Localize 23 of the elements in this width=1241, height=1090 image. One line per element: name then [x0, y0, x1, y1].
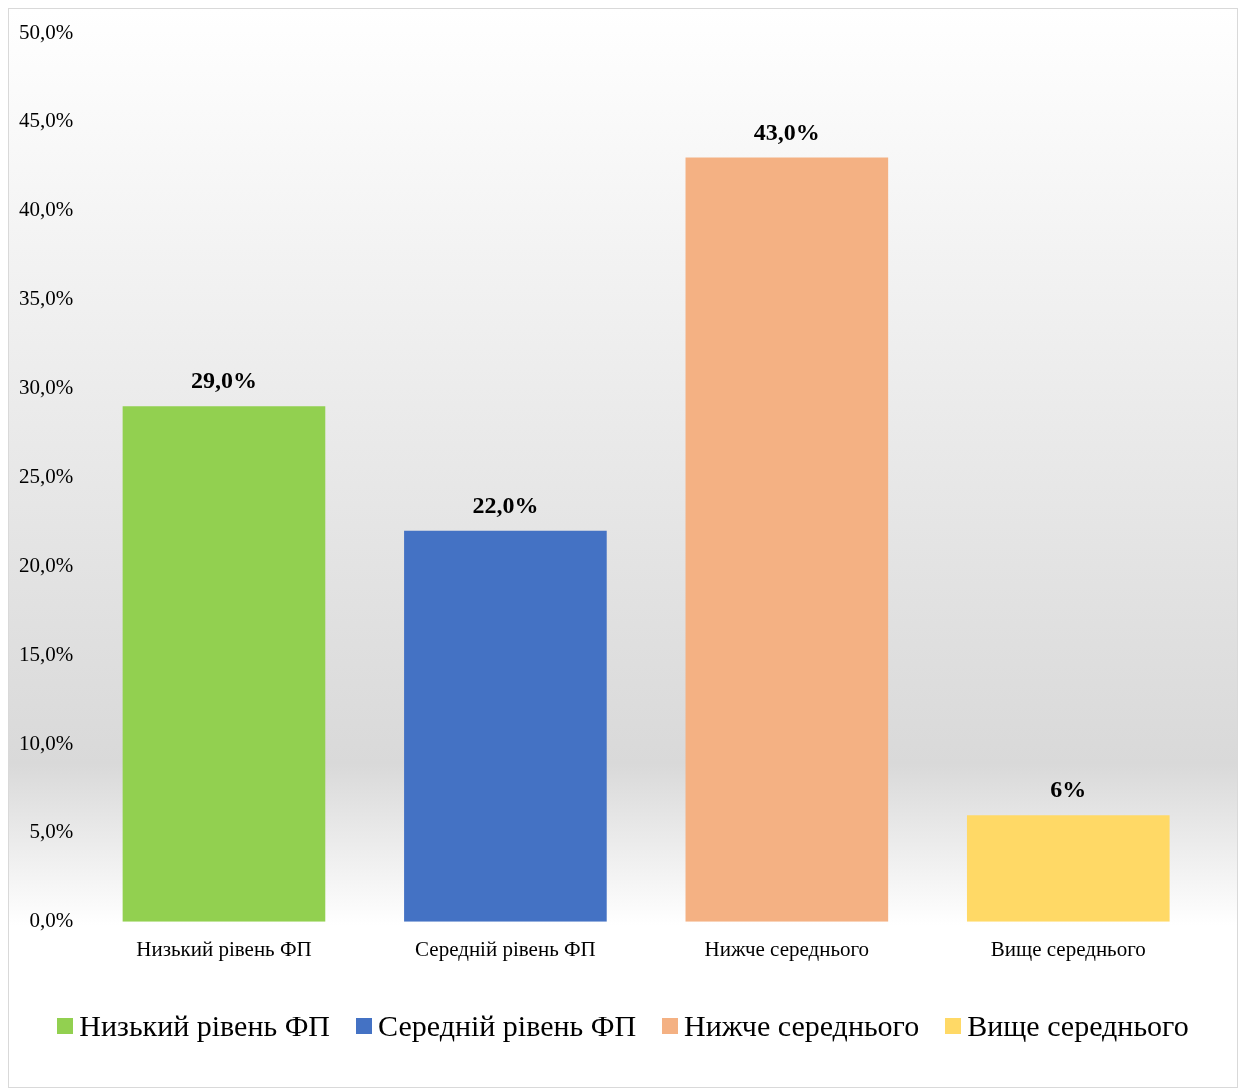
series-label: Вище середнього: [990, 936, 1146, 961]
x-tick-label: Низький рівень ФП: [79, 1009, 331, 1043]
y-tick-label: 0,0%: [29, 908, 74, 933]
y-tick-label: 20,0%: [18, 552, 74, 577]
y-tick-label: 30,0%: [18, 375, 74, 400]
y-tick-label: 25,0%: [18, 463, 74, 488]
y-tick-label: 5,0%: [29, 819, 74, 844]
y-tick-label: 45,0%: [18, 108, 74, 133]
y-tick-label: 40,0%: [18, 197, 74, 222]
y-tick-label: 50,0%: [18, 19, 74, 44]
data-label: 29,0%: [190, 367, 257, 394]
series-label: Нижче середнього: [704, 936, 870, 961]
x-tick-label: Вище середнього: [967, 1009, 1189, 1043]
x-tick-label: Середній рівень ФП: [378, 1009, 637, 1043]
data-label: 43,0%: [753, 118, 820, 145]
series-label: Середній рівень ФП: [415, 936, 596, 961]
x-tick-label: Нижче середнього: [684, 1009, 920, 1043]
data-label: 6%: [1050, 776, 1087, 803]
y-tick-label: 10,0%: [18, 730, 74, 755]
y-tick-label: 15,0%: [18, 641, 74, 666]
data-label: 22,0%: [472, 491, 539, 518]
y-tick-label: 35,0%: [18, 286, 74, 311]
series-label: Низький рівень ФП: [136, 936, 312, 961]
